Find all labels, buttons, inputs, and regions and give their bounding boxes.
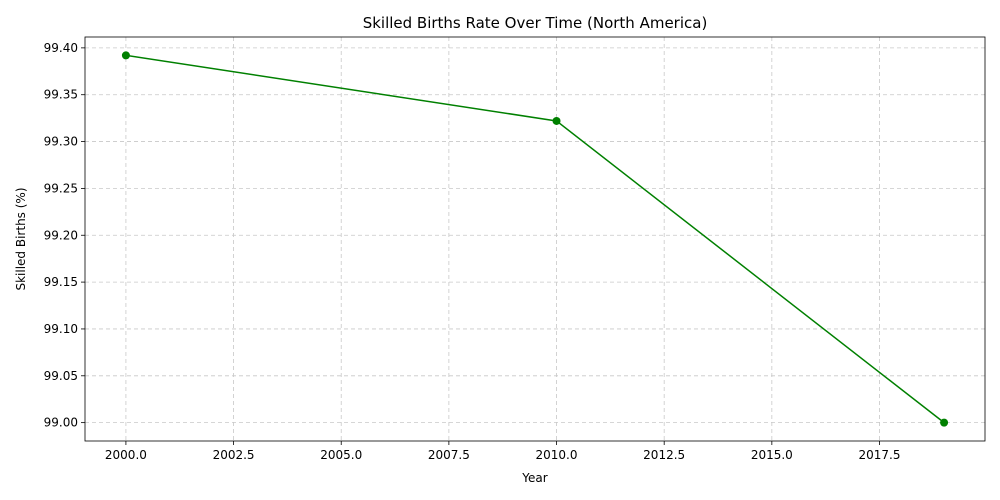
data-point (552, 116, 561, 125)
chart-title: Skilled Births Rate Over Time (North Ame… (363, 14, 708, 32)
plot-frame (84, 36, 986, 442)
grid (85, 37, 985, 441)
series-line (125, 54, 945, 424)
data-point (940, 418, 949, 427)
y-tick-label: 99.10 (44, 322, 78, 336)
x-tick-label: 2017.5 (858, 448, 900, 462)
x-tick-label: 2000.0 (105, 448, 147, 462)
y-tick-label: 99.35 (44, 88, 78, 102)
y-tick-label: 99.20 (44, 228, 78, 242)
series-layer (121, 51, 949, 427)
x-tick-label: 2002.5 (213, 448, 255, 462)
y-tick-label: 99.40 (44, 41, 78, 55)
y-ticks: 99.00 99.05 99.10 99.15 99.20 99.25 99.30 99.35… (44, 41, 85, 430)
x-tick-label: 2010.0 (536, 448, 578, 462)
y-axis-label: Skilled Births (%) (14, 187, 28, 290)
x-tick-label: 2012.5 (643, 448, 685, 462)
x-tick-label: 2005.0 (320, 448, 362, 462)
y-tick-label: 99.00 (44, 416, 78, 430)
x-tick-label: 2015.0 (751, 448, 793, 462)
x-ticks: 2000.0 2002.5 2005.0 2007.5 2010.0 2012.5 2015… (105, 441, 900, 462)
y-tick-label: 99.30 (44, 135, 78, 149)
y-tick-label: 99.05 (44, 369, 78, 383)
y-tick-label: 99.15 (44, 275, 78, 289)
data-point (121, 51, 130, 60)
x-tick-label: 2007.5 (428, 448, 470, 462)
y-tick-label: 99.25 (44, 181, 78, 195)
x-axis-label: Year (521, 471, 547, 485)
